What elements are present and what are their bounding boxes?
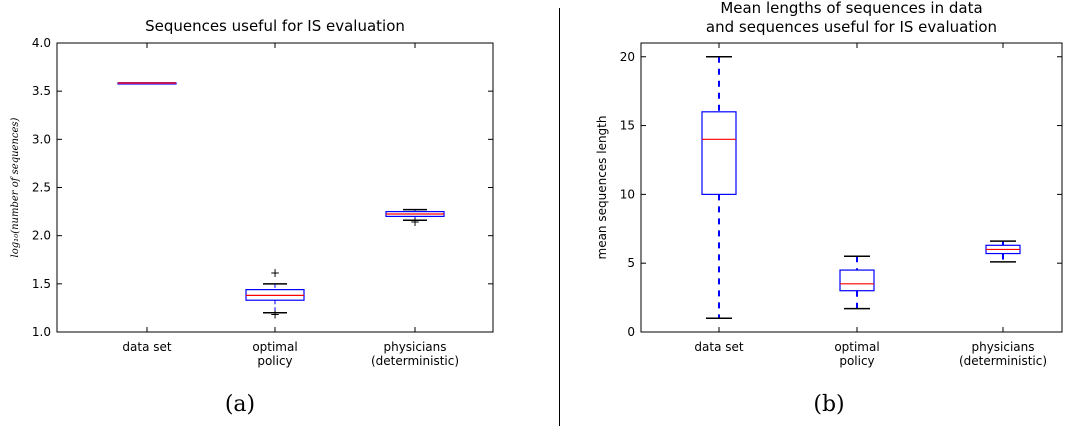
panel-divider (559, 8, 560, 426)
caption-a: (a) (224, 392, 256, 417)
x-tick-label: physicians (383, 340, 446, 354)
y-tick-label: 1.5 (32, 277, 51, 291)
y-tick-label: 3.5 (32, 84, 51, 98)
chart-title: Mean lengths of sequences in data (720, 0, 982, 17)
y-tick-label: 2.5 (32, 181, 51, 195)
plot-frame (56, 42, 494, 333)
caption-b: (b) (813, 392, 845, 417)
x-tick-label: optimal (252, 340, 297, 354)
y-tick-label: 3.0 (32, 132, 51, 146)
chart-title: Sequences useful for IS evaluation (145, 17, 405, 35)
chart-subtitle: and sequences useful for IS evaluation (706, 18, 997, 36)
x-tick-label: policy (257, 354, 292, 368)
outlier-marker: + (270, 308, 280, 322)
y-axis-label: log₁₀(number of sequences) (10, 117, 21, 257)
y-axis-label: mean sequences length (595, 116, 609, 260)
y-tick-label: 5 (627, 256, 635, 270)
outlier-marker: + (410, 215, 420, 229)
y-tick-label: 10 (620, 187, 635, 201)
x-tick-label: data set (122, 340, 171, 354)
x-tick-label: policy (839, 354, 874, 368)
x-tick-label: optimal (834, 340, 879, 354)
y-tick-label: 0 (627, 325, 635, 339)
x-tick-label: physicians (971, 340, 1034, 354)
y-tick-label: 2.0 (32, 229, 51, 243)
box-iqr (839, 269, 875, 292)
x-tick-label: (deterministic) (959, 354, 1047, 368)
plot-frame (640, 42, 1063, 333)
y-tick-label: 1.0 (32, 325, 51, 339)
y-tick-label: 20 (620, 50, 635, 64)
y-tick-label: 15 (620, 119, 635, 133)
x-tick-label: data set (694, 340, 743, 354)
box-iqr (701, 111, 737, 195)
y-tick-label: 4.0 (32, 36, 51, 50)
outlier-marker: + (270, 266, 280, 280)
x-tick-label: (deterministic) (371, 354, 459, 368)
